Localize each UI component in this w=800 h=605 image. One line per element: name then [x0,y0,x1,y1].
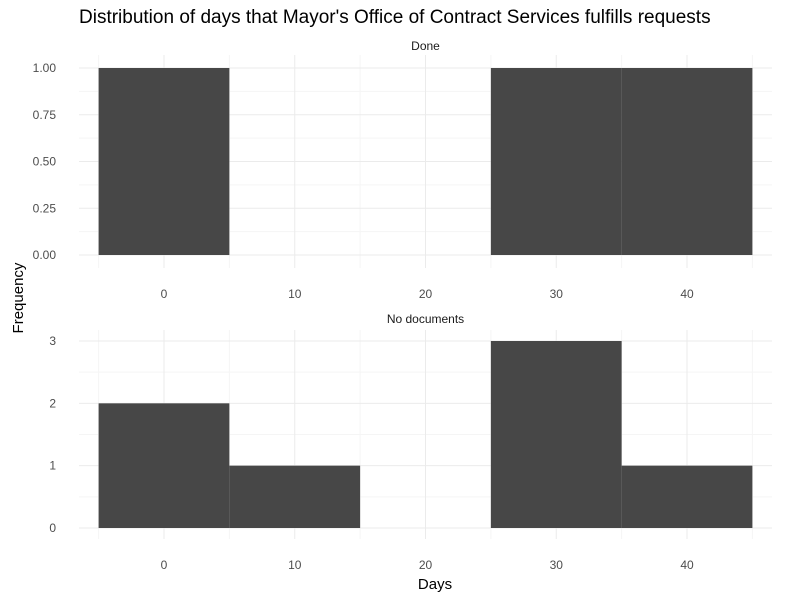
x-axis-title: Days [418,576,452,593]
y-tick-label: 0.00 [33,248,57,262]
histogram-bar [621,68,753,255]
histogram-bar [229,465,361,528]
histogram-bar [98,403,230,528]
y-tick-label: 0.25 [33,201,57,215]
y-tick-label: 0.75 [33,108,57,122]
panel-0: Done 0.00 0.25 0.50 0.75 1.00 0 10 20 30 40 [33,39,772,301]
y-axis-title: Frequency [10,262,27,333]
x-tick-label: 20 [419,287,433,301]
facet-label: No documents [387,312,464,326]
x-tick-label: 0 [161,558,168,572]
x-tick-label: 30 [550,558,564,572]
y-tick-label: 3 [49,334,56,348]
x-tick-label: 10 [288,287,302,301]
histogram-bar [98,68,230,255]
histogram-bar [490,68,622,255]
x-tick-label: 30 [550,287,564,301]
y-tick-label: 2 [49,396,56,410]
x-tick-label: 20 [419,558,433,572]
y-tick-label: 0 [49,521,56,535]
y-tick-label: 1 [49,459,56,473]
x-tick-label: 40 [680,287,694,301]
y-tick-label: 1.00 [33,61,57,75]
facet-label: Done [411,39,440,53]
chart-title: Distribution of days that Mayor's Office… [79,7,711,28]
x-tick-label: 10 [288,558,302,572]
x-tick-label: 0 [161,287,168,301]
y-tick-label: 0.50 [33,155,57,169]
histogram-bar [490,341,622,528]
histogram-bar [621,465,753,528]
x-tick-label: 40 [680,558,694,572]
